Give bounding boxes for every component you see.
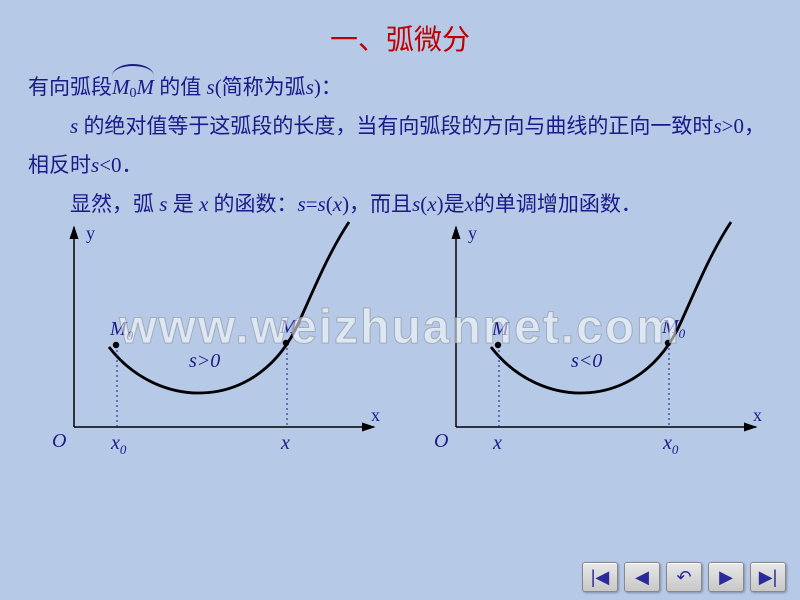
svg-text:s>0: s>0	[189, 350, 220, 372]
svg-text:x: x	[753, 405, 762, 425]
svg-text:x: x	[371, 405, 380, 425]
l1-s2: s	[306, 75, 314, 99]
l1-pre: 有向弧段	[28, 75, 112, 99]
figure-right: yxOM0x0Mxs<0	[411, 217, 771, 467]
figure-left: y x O M0 x0 Mx s>0	[29, 217, 389, 467]
p3-g: =	[306, 192, 318, 216]
p2-b: 的绝对值等于这弧段的长度，当有向弧段的方向与曲线的正向一致时	[78, 114, 713, 138]
svg-text:s<0: s<0	[571, 350, 602, 372]
svg-text:M: M	[491, 318, 510, 340]
nav-next-button[interactable]: ▶	[708, 562, 744, 592]
svg-text:x: x	[280, 432, 290, 454]
nav-first-button[interactable]: |◀	[582, 562, 618, 592]
p3-i: (	[326, 192, 333, 216]
nav-undo-button[interactable]: ↶	[666, 562, 702, 592]
p2-a: s	[70, 114, 78, 138]
paragraph-2: s 的绝对值等于这弧段的长度，当有向弧段的方向与曲线的正向一致时s>0，相反时s…	[28, 107, 772, 185]
svg-text:x: x	[492, 432, 502, 454]
svg-text:M0: M0	[109, 318, 134, 343]
l1-post-a: 的值	[154, 75, 207, 99]
p3-e: 的函数：	[208, 192, 297, 216]
figures-row: y x O M0 x0 Mx s>0 y x O M0 x0 Mx s<0	[0, 217, 800, 467]
l1-post-b: (简称为弧	[215, 75, 306, 99]
l1-s: s	[207, 75, 215, 99]
l1-m: M	[137, 75, 155, 99]
arc-symbol	[112, 64, 154, 76]
p2-e: s	[91, 153, 99, 177]
text-content: 有向弧段M0M 的值 s(简称为弧s)： s 的绝对值等于这弧段的长度，当有向弧…	[0, 58, 800, 223]
svg-text:x0: x0	[110, 432, 127, 457]
p3-j: x	[333, 192, 342, 216]
p3-p: x	[465, 192, 474, 216]
p2-c: s	[713, 114, 721, 138]
p3-f: s	[298, 192, 306, 216]
p3-h: s	[318, 192, 326, 216]
p2-f: <0．	[99, 153, 142, 177]
p3-a: 显然，弧	[70, 192, 159, 216]
p3-o: )是	[437, 192, 465, 216]
nav-prev-button[interactable]: ◀	[624, 562, 660, 592]
l1-m0: M	[112, 75, 130, 99]
svg-text:M: M	[279, 316, 298, 338]
p3-q: 的单调增加函数．	[474, 192, 642, 216]
page-title: 一、弧微分	[0, 0, 800, 58]
nav-last-button[interactable]: ▶|	[750, 562, 786, 592]
p3-n: x	[427, 192, 436, 216]
p3-c: 是	[167, 192, 199, 216]
svg-text:x0: x0	[662, 432, 679, 457]
line-1: 有向弧段M0M 的值 s(简称为弧s)：	[28, 68, 772, 107]
nav-bar: |◀ ◀ ↶ ▶ ▶|	[582, 562, 786, 592]
svg-text:y: y	[86, 223, 95, 243]
l1-post-c: )：	[314, 75, 342, 99]
svg-text:O: O	[52, 430, 66, 452]
p3-k: )，而且	[342, 192, 412, 216]
arc-m0m: M0M	[112, 68, 154, 107]
l1-m0-sub: 0	[130, 86, 137, 101]
p3-d: x	[199, 192, 208, 216]
svg-text:y: y	[468, 223, 477, 243]
svg-text:O: O	[434, 430, 448, 452]
